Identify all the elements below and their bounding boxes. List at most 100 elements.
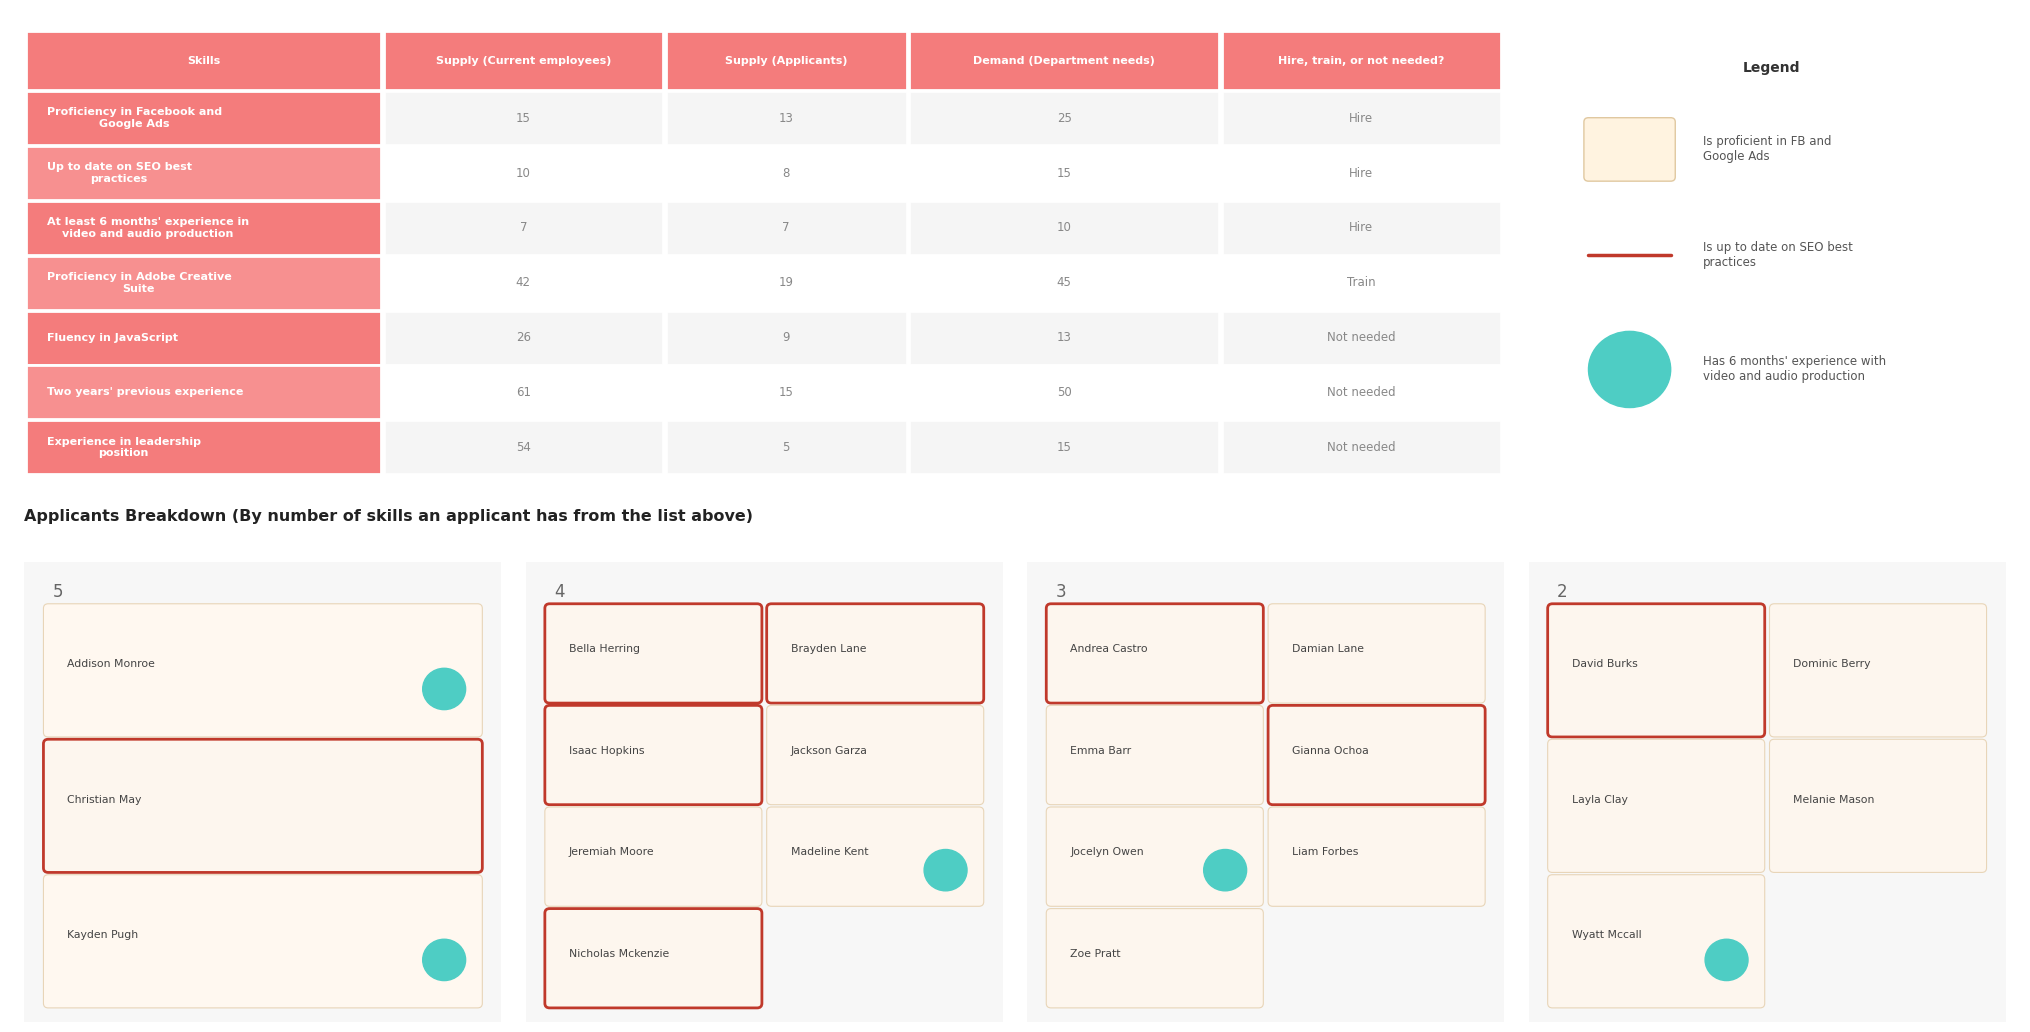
Text: 61: 61 (516, 386, 530, 399)
FancyBboxPatch shape (384, 147, 662, 200)
FancyBboxPatch shape (1583, 118, 1675, 182)
Text: Emma Barr: Emma Barr (1070, 745, 1131, 755)
FancyBboxPatch shape (1222, 311, 1500, 364)
FancyBboxPatch shape (384, 365, 662, 419)
FancyBboxPatch shape (544, 908, 761, 1008)
Text: Is proficient in FB and
Google Ads: Is proficient in FB and Google Ads (1703, 135, 1831, 163)
Text: 13: 13 (780, 111, 794, 125)
FancyBboxPatch shape (666, 420, 907, 475)
FancyBboxPatch shape (666, 256, 907, 310)
Text: 2: 2 (1557, 583, 1567, 601)
FancyBboxPatch shape (522, 558, 1007, 1026)
FancyBboxPatch shape (544, 706, 761, 805)
FancyBboxPatch shape (384, 420, 662, 475)
Text: Madeline Kent: Madeline Kent (790, 847, 869, 858)
Text: Fluency in JavaScript: Fluency in JavaScript (47, 332, 177, 343)
Text: Proficiency in Facebook and
Google Ads: Proficiency in Facebook and Google Ads (47, 107, 221, 129)
Text: 25: 25 (1058, 111, 1072, 125)
Text: Christian May: Christian May (67, 795, 142, 805)
Text: Bella Herring: Bella Herring (568, 644, 639, 654)
FancyBboxPatch shape (384, 91, 662, 146)
FancyBboxPatch shape (544, 604, 761, 703)
Text: 15: 15 (1058, 166, 1072, 180)
FancyBboxPatch shape (26, 31, 382, 91)
FancyBboxPatch shape (26, 91, 382, 146)
Text: 45: 45 (1058, 277, 1072, 289)
Text: Damian Lane: Damian Lane (1291, 644, 1364, 654)
FancyBboxPatch shape (909, 311, 1218, 364)
Text: 15: 15 (516, 111, 530, 125)
FancyBboxPatch shape (1023, 558, 1508, 1026)
Text: Zoe Pratt: Zoe Pratt (1070, 948, 1121, 959)
FancyBboxPatch shape (1269, 807, 1486, 906)
FancyBboxPatch shape (1547, 604, 1764, 737)
Text: Wyatt Mccall: Wyatt Mccall (1571, 930, 1640, 940)
Text: 26: 26 (516, 331, 530, 344)
FancyBboxPatch shape (20, 558, 505, 1026)
Text: 19: 19 (780, 277, 794, 289)
Text: 5: 5 (782, 441, 790, 454)
FancyBboxPatch shape (1525, 558, 2010, 1026)
Text: Not needed: Not needed (1328, 441, 1395, 454)
Text: Liam Forbes: Liam Forbes (1291, 847, 1358, 858)
Text: Kayden Pugh: Kayden Pugh (67, 930, 138, 940)
Circle shape (924, 849, 966, 891)
FancyBboxPatch shape (666, 365, 907, 419)
FancyBboxPatch shape (26, 201, 382, 255)
Text: Nicholas Mckenzie: Nicholas Mckenzie (568, 948, 670, 959)
Text: 13: 13 (1058, 331, 1072, 344)
FancyBboxPatch shape (909, 201, 1218, 255)
Text: Applicants Breakdown (By number of skills an applicant has from the list above): Applicants Breakdown (By number of skill… (24, 509, 753, 523)
Text: Experience in leadership
position: Experience in leadership position (47, 437, 201, 458)
FancyBboxPatch shape (767, 807, 985, 906)
Circle shape (1204, 849, 1246, 891)
FancyBboxPatch shape (1269, 604, 1486, 703)
FancyBboxPatch shape (1539, 27, 2004, 458)
Text: 5: 5 (53, 583, 63, 601)
Text: Melanie Mason: Melanie Mason (1792, 795, 1876, 805)
FancyBboxPatch shape (909, 365, 1218, 419)
FancyBboxPatch shape (909, 256, 1218, 310)
FancyBboxPatch shape (1045, 908, 1263, 1008)
FancyBboxPatch shape (1222, 91, 1500, 146)
Text: 54: 54 (516, 441, 530, 454)
FancyBboxPatch shape (909, 31, 1218, 91)
Text: Hire: Hire (1350, 111, 1374, 125)
FancyBboxPatch shape (1547, 875, 1764, 1008)
FancyBboxPatch shape (26, 147, 382, 200)
Text: Proficiency in Adobe Creative
Suite: Proficiency in Adobe Creative Suite (47, 272, 231, 293)
Circle shape (1587, 331, 1671, 408)
Text: Two years' previous experience: Two years' previous experience (47, 387, 244, 397)
FancyBboxPatch shape (43, 875, 483, 1008)
FancyBboxPatch shape (1045, 807, 1263, 906)
Text: Up to date on SEO best
practices: Up to date on SEO best practices (47, 162, 191, 184)
Text: Has 6 months' experience with
video and audio production: Has 6 months' experience with video and … (1703, 355, 1886, 384)
Text: 3: 3 (1056, 583, 1066, 601)
Text: Jackson Garza: Jackson Garza (790, 745, 867, 755)
FancyBboxPatch shape (666, 311, 907, 364)
Text: At least 6 months' experience in
video and audio production: At least 6 months' experience in video a… (47, 217, 248, 238)
Text: Skills: Skills (187, 56, 219, 66)
FancyBboxPatch shape (666, 31, 907, 91)
FancyBboxPatch shape (43, 604, 483, 737)
Circle shape (1705, 939, 1748, 980)
Text: Isaac Hopkins: Isaac Hopkins (568, 745, 644, 755)
FancyBboxPatch shape (1045, 604, 1263, 703)
Text: 8: 8 (782, 166, 790, 180)
FancyBboxPatch shape (26, 420, 382, 475)
Text: 9: 9 (782, 331, 790, 344)
FancyBboxPatch shape (43, 739, 483, 872)
FancyBboxPatch shape (1222, 147, 1500, 200)
FancyBboxPatch shape (1269, 706, 1486, 805)
Text: 42: 42 (516, 277, 530, 289)
Text: 50: 50 (1058, 386, 1072, 399)
Text: 7: 7 (782, 222, 790, 234)
Text: Not needed: Not needed (1328, 386, 1395, 399)
Text: Not needed: Not needed (1328, 331, 1395, 344)
FancyBboxPatch shape (666, 201, 907, 255)
FancyBboxPatch shape (767, 706, 985, 805)
Text: Gianna Ochoa: Gianna Ochoa (1291, 745, 1368, 755)
Circle shape (422, 939, 465, 980)
Text: Is up to date on SEO best
practices: Is up to date on SEO best practices (1703, 241, 1853, 269)
Text: Hire: Hire (1350, 166, 1374, 180)
